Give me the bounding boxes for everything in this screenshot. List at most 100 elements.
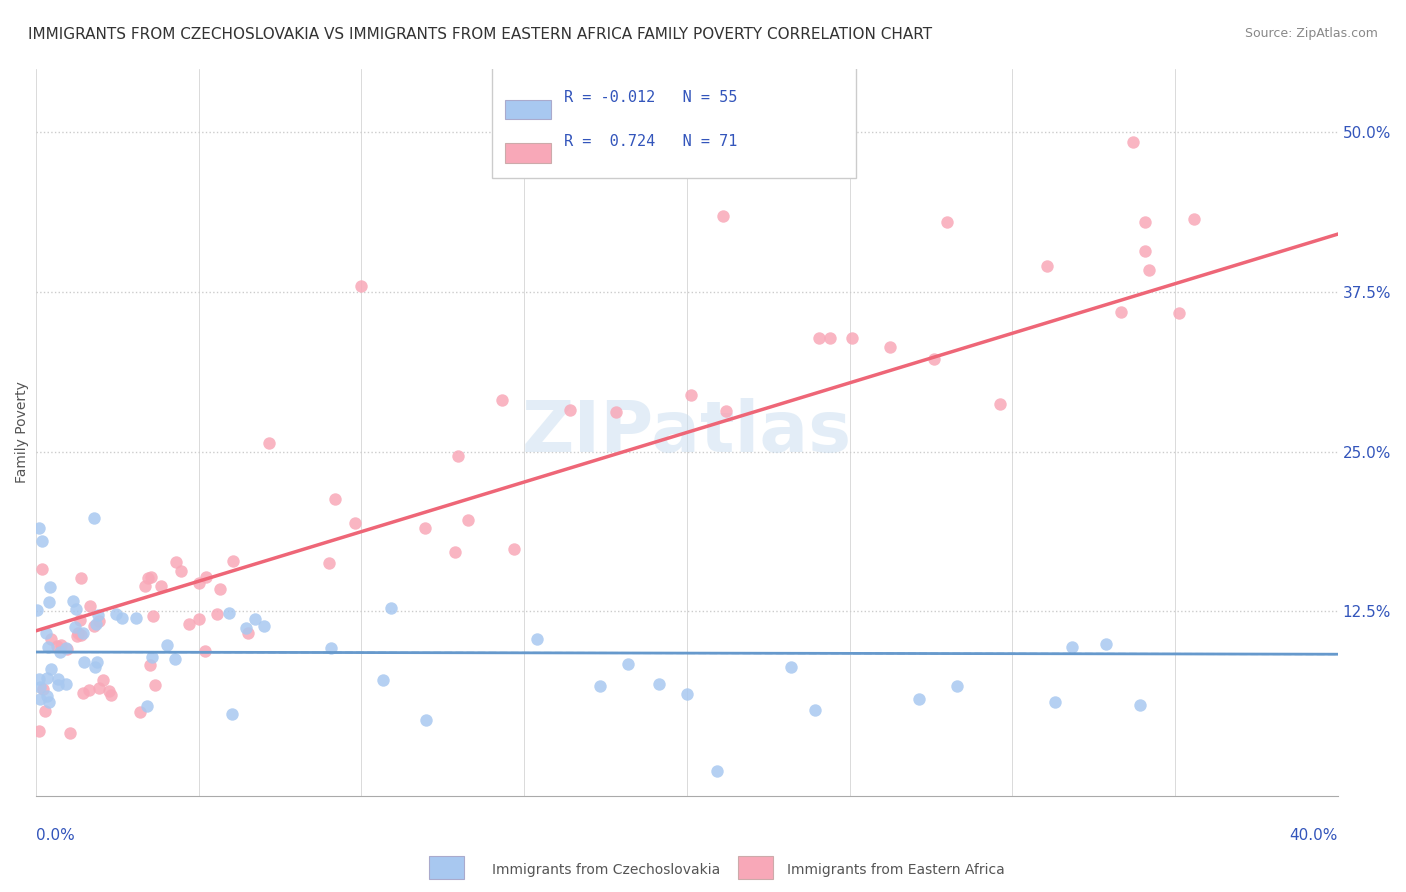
Point — [72, 686, 94, 700]
Point — [55, 677, 77, 691]
Point — [343, 516, 366, 531]
Point — [87, 681, 110, 696]
Point — [41, 662, 63, 676]
Point — [79, 599, 101, 614]
Point — [138, 657, 160, 672]
Point — [503, 541, 526, 556]
Bar — [429, 856, 464, 879]
Point — [143, 678, 166, 692]
Point — [218, 606, 240, 620]
Point — [807, 331, 830, 345]
Point — [70, 570, 93, 584]
Text: ZIPatlas: ZIPatlas — [522, 398, 852, 467]
Point — [221, 706, 243, 721]
Point — [72, 626, 94, 640]
Point — [136, 699, 159, 714]
Point — [1109, 305, 1132, 319]
Point — [98, 684, 121, 698]
Point — [77, 683, 100, 698]
Point — [193, 644, 215, 658]
Point — [37, 640, 59, 654]
Point — [66, 629, 89, 643]
Point — [111, 611, 134, 625]
Point — [28, 724, 51, 739]
Point — [1060, 640, 1083, 655]
Point — [447, 449, 470, 463]
Point — [91, 673, 114, 687]
Point — [51, 638, 73, 652]
Point — [319, 640, 342, 655]
Point — [380, 600, 402, 615]
Point — [86, 607, 108, 622]
Point — [41, 632, 63, 646]
Point — [105, 607, 128, 621]
Point — [38, 595, 60, 609]
Point — [156, 638, 179, 652]
Point — [988, 397, 1011, 411]
Point — [236, 626, 259, 640]
Point — [46, 673, 69, 687]
Text: R = -0.012   N = 55: R = -0.012 N = 55 — [564, 90, 737, 105]
Point — [177, 617, 200, 632]
Point — [457, 513, 479, 527]
Point — [1122, 135, 1144, 149]
Point — [647, 677, 669, 691]
Point — [134, 578, 156, 592]
Point — [706, 764, 728, 778]
Point — [100, 689, 122, 703]
Point — [491, 392, 513, 407]
Point — [526, 632, 548, 646]
Point — [86, 655, 108, 669]
Point — [841, 331, 863, 345]
Point — [371, 673, 394, 688]
Point — [323, 492, 346, 507]
Text: R =  0.724   N = 71: R = 0.724 N = 71 — [564, 134, 737, 149]
Point — [30, 691, 52, 706]
Point — [209, 582, 232, 596]
Point — [1095, 637, 1118, 651]
Point — [28, 681, 51, 695]
Point — [69, 613, 91, 627]
Point — [129, 705, 152, 719]
Point — [65, 601, 87, 615]
Text: Immigrants from Czechoslovakia: Immigrants from Czechoslovakia — [492, 863, 720, 877]
Point — [318, 556, 340, 570]
Point — [1135, 244, 1157, 258]
Point — [235, 621, 257, 635]
Bar — [738, 856, 773, 879]
Point — [222, 554, 245, 568]
Point — [804, 703, 827, 717]
Point — [58, 726, 80, 740]
Point — [818, 330, 841, 344]
Point — [1043, 695, 1066, 709]
Point — [187, 576, 209, 591]
Point — [936, 215, 959, 229]
Point — [89, 614, 111, 628]
Point — [1035, 259, 1057, 273]
Point — [31, 533, 53, 548]
Point — [558, 403, 581, 417]
Point — [38, 695, 60, 709]
Point — [165, 556, 187, 570]
Y-axis label: Family Poverty: Family Poverty — [15, 382, 30, 483]
Point — [73, 655, 96, 669]
Text: IMMIGRANTS FROM CZECHOSLOVAKIA VS IMMIGRANTS FROM EASTERN AFRICA FAMILY POVERTY : IMMIGRANTS FROM CZECHOSLOVAKIA VS IMMIGR… — [28, 27, 932, 42]
Point — [711, 209, 734, 223]
Point — [56, 642, 79, 657]
Point — [69, 627, 91, 641]
Point — [83, 510, 105, 524]
Point — [945, 679, 967, 693]
Point — [141, 650, 163, 665]
Point — [245, 612, 267, 626]
Point — [922, 351, 945, 366]
Point — [45, 639, 67, 653]
Point — [31, 681, 53, 696]
Point — [617, 657, 640, 672]
Point — [28, 673, 51, 687]
Point — [35, 626, 58, 640]
Point — [188, 612, 211, 626]
Point — [84, 660, 107, 674]
Point — [55, 641, 77, 656]
Point — [35, 689, 58, 703]
FancyBboxPatch shape — [492, 39, 856, 178]
